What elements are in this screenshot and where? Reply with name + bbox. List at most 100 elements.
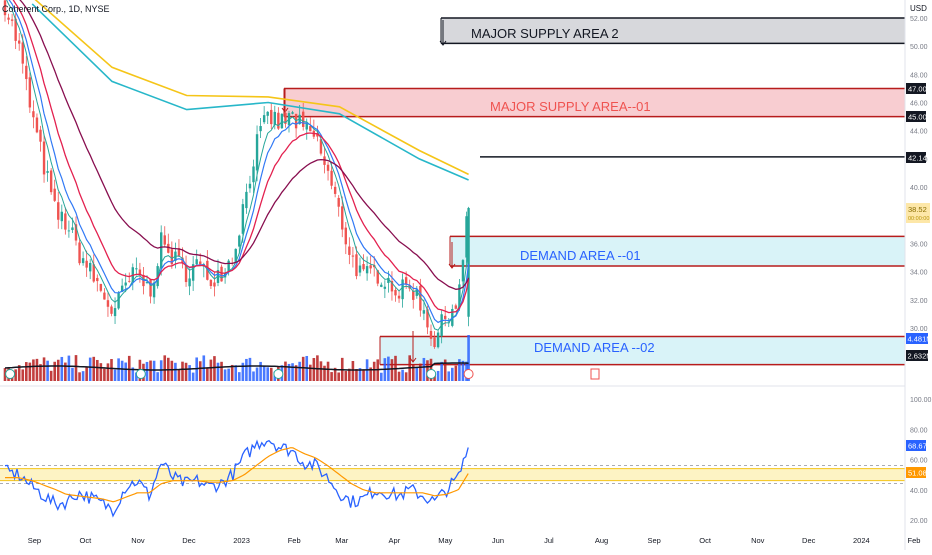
volume-bar	[57, 360, 60, 381]
candle	[110, 307, 112, 314]
volume-bar	[263, 365, 266, 381]
volume-bar	[252, 371, 255, 381]
candle	[78, 242, 80, 263]
candle	[36, 118, 38, 133]
rsi-tick-label: 40.00	[910, 488, 928, 495]
candle	[139, 270, 141, 275]
candle	[380, 285, 382, 287]
candle	[85, 261, 87, 268]
candle	[57, 202, 59, 220]
svg-text:47.00: 47.00	[908, 85, 927, 94]
svg-text:00:00:00: 00:00:00	[908, 216, 929, 222]
candle	[18, 41, 20, 44]
volume-bar	[405, 372, 408, 381]
candle	[82, 258, 84, 263]
volume-bar	[320, 361, 323, 381]
zone-demand1	[450, 236, 905, 266]
ema-yellow-line	[32, 0, 468, 174]
ema-red-line	[5, 0, 469, 313]
ema-fast-line	[5, 0, 469, 330]
volume-bar	[103, 369, 106, 381]
candle	[423, 310, 425, 314]
volume-bar	[32, 359, 35, 381]
badge-volume: 4.481M	[906, 333, 932, 344]
ticker-title: Coherent Corp., 1D, NYSE	[2, 4, 110, 14]
candle	[291, 112, 293, 114]
volume-bar	[259, 362, 262, 381]
price-tick-label: 50.00	[910, 44, 928, 51]
candle	[359, 266, 361, 273]
candle	[100, 284, 102, 291]
candle	[437, 333, 439, 348]
demand-area-02-label: DEMAND AREA --02	[534, 340, 655, 355]
candle	[96, 278, 98, 281]
badge-47: 47.00	[906, 83, 927, 94]
candle	[50, 170, 52, 192]
volume-bar	[220, 362, 223, 381]
time-tick-label: Aug	[595, 536, 608, 545]
time-tick-label: Feb	[908, 536, 921, 545]
candle	[128, 281, 130, 282]
candle	[29, 77, 31, 107]
volume-bar	[61, 357, 64, 381]
volume-bar	[50, 371, 53, 381]
volume-bar	[92, 357, 95, 381]
candle	[11, 19, 13, 20]
candle	[394, 290, 396, 295]
volume-bar	[25, 362, 28, 381]
price-tick-label: 44.00	[910, 129, 928, 136]
candle	[352, 256, 354, 257]
candle	[430, 331, 432, 339]
event-marker-icon	[6, 370, 15, 379]
volume-bar	[462, 361, 465, 381]
volume-bar	[21, 369, 24, 381]
candle	[270, 110, 272, 124]
rsi-tick-label: 20.00	[910, 518, 928, 525]
volume-bar	[171, 361, 174, 381]
volume-bar	[302, 357, 305, 381]
rsi-layer	[0, 441, 905, 516]
currency-label: USD	[910, 4, 927, 13]
volume-bar	[224, 369, 227, 381]
volume-bar	[416, 368, 419, 381]
volume-bar	[327, 362, 330, 381]
volume-bar	[313, 358, 316, 381]
volume-bar	[391, 359, 394, 381]
supply-area-2-label: MAJOR SUPPLY AREA 2	[471, 26, 619, 41]
volume-bar	[423, 358, 426, 381]
candle	[249, 184, 251, 189]
volume-bar	[53, 362, 56, 381]
price-tick-label: 36.00	[910, 241, 928, 248]
volume-bar	[451, 368, 454, 381]
rsi-tick-label: 80.00	[910, 427, 928, 434]
badge-rsi: 68.67	[906, 440, 927, 451]
badge-last-price: 38.52 00:00:00	[906, 203, 930, 223]
candle	[467, 208, 469, 317]
volume-bar	[110, 359, 113, 381]
volume-bar	[419, 364, 422, 381]
volume-bar	[181, 362, 184, 381]
candle	[68, 230, 70, 231]
volume-bar	[249, 358, 252, 381]
time-tick-label: Apr	[389, 536, 401, 545]
time-tick-label: Feb	[288, 536, 301, 545]
volume-bar	[114, 370, 117, 381]
candle	[7, 18, 9, 20]
candle	[64, 213, 66, 229]
candle	[302, 112, 304, 127]
candle	[135, 268, 137, 269]
time-tick-label: May	[438, 536, 452, 545]
price-tick-label: 48.00	[910, 72, 928, 79]
candle	[107, 300, 109, 307]
candle	[252, 166, 254, 182]
volume-bar	[68, 356, 71, 381]
candle	[384, 287, 386, 289]
ema-mid-line	[5, 0, 469, 322]
volume-bar	[238, 372, 241, 381]
volume-bar	[284, 362, 287, 381]
time-tick-label: 2023	[233, 536, 250, 545]
earnings-marker-icon	[591, 369, 599, 379]
candle	[25, 66, 27, 79]
volume-bar	[85, 367, 88, 381]
